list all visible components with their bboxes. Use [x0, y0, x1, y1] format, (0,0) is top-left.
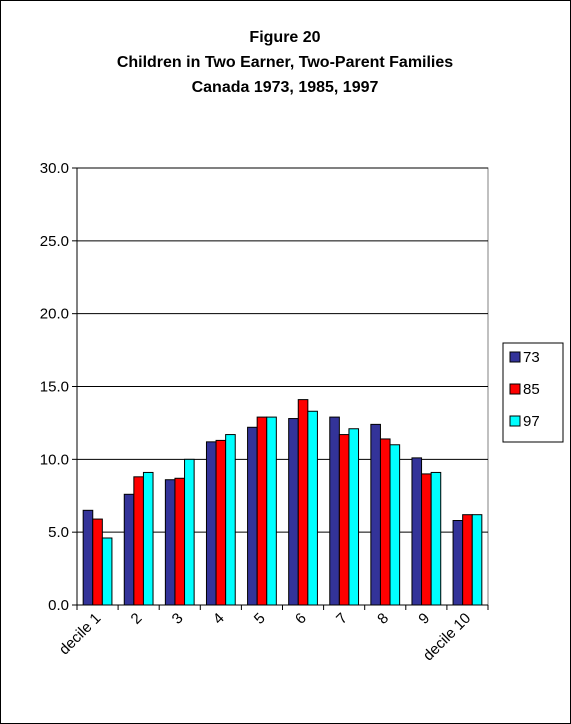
bar: [329, 416, 340, 606]
y-tick-label: 10.0: [40, 451, 69, 468]
bar: [471, 514, 483, 606]
bar: [421, 473, 432, 606]
bar: [174, 477, 186, 606]
bar: [142, 471, 154, 606]
bar: [411, 457, 423, 606]
bar: [430, 471, 442, 606]
chart-title: Canada 1973, 1985, 1997: [192, 79, 379, 96]
bar: [389, 444, 401, 606]
bar: [379, 438, 391, 606]
y-tick-label: 30.0: [40, 160, 69, 177]
bar: [215, 439, 227, 606]
y-tick-label: 0.0: [48, 597, 69, 614]
bar: [184, 458, 195, 606]
legend-swatch: [509, 351, 521, 363]
bar: [164, 479, 176, 606]
legend-label: 85: [523, 381, 540, 398]
y-tick-label: 20.0: [40, 306, 69, 323]
bar: [462, 514, 473, 606]
bar: [225, 434, 236, 606]
chart-title: Children in Two Earner, Two-Parent Famil…: [117, 54, 453, 71]
y-tick-label: 15.0: [40, 379, 69, 396]
chart-title: Figure 20: [249, 29, 320, 46]
legend-label: 73: [523, 349, 540, 366]
legend-swatch: [509, 415, 521, 427]
y-tick-label: 5.0: [48, 524, 69, 541]
bar: [348, 428, 360, 606]
bar: [452, 520, 464, 606]
legend-label: 97: [523, 413, 540, 430]
bar: [266, 416, 277, 606]
bar: [247, 426, 258, 606]
bar: [307, 410, 318, 606]
bar: [123, 493, 135, 606]
legend-swatch: [509, 383, 521, 395]
bar: [82, 509, 94, 606]
bar: [133, 476, 144, 606]
bar: [101, 537, 113, 606]
bar: [288, 418, 299, 606]
bar: [338, 434, 350, 606]
y-tick-label: 25.0: [40, 233, 69, 250]
bar: [205, 441, 217, 606]
bar: [297, 399, 309, 606]
bar: [92, 518, 103, 606]
bar: [370, 423, 381, 606]
bar: [256, 416, 268, 606]
